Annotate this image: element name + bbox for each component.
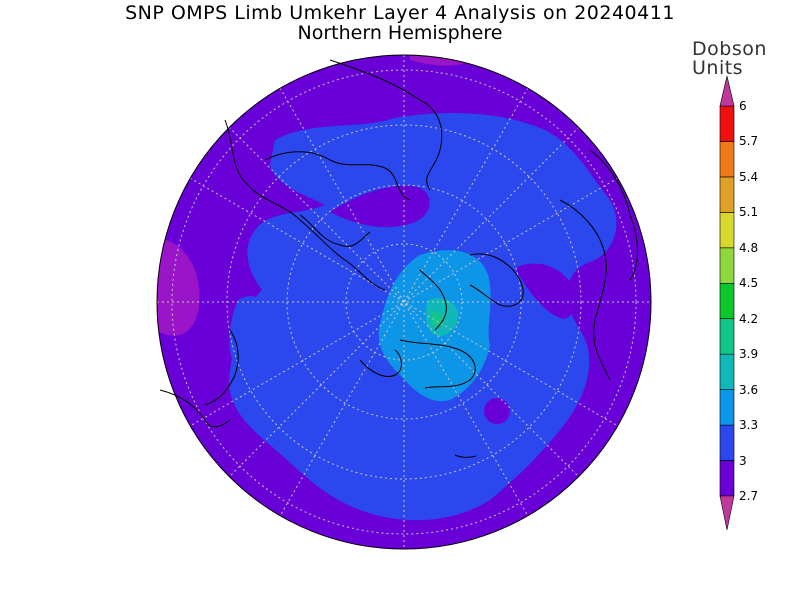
colorbar-tick-label: 2.7 bbox=[739, 489, 759, 503]
colorbar-tick-label: 4.8 bbox=[739, 240, 759, 255]
colorbar-bin bbox=[719, 247, 735, 284]
colorbar-tick-label: 3.3 bbox=[739, 418, 759, 433]
field-patch-low bbox=[515, 263, 576, 319]
colorbar-bin bbox=[719, 424, 735, 461]
colorbar-bin bbox=[719, 176, 735, 213]
colorbar-bin bbox=[719, 212, 735, 249]
graticule bbox=[157, 55, 651, 549]
colorbar-units-line2: Units bbox=[692, 57, 744, 79]
field-patch-lowest bbox=[157, 238, 200, 336]
map-border bbox=[156, 54, 652, 550]
field-patch-low bbox=[330, 185, 430, 228]
field-patch-low bbox=[484, 398, 510, 424]
colorbar-tick-label: 4.5 bbox=[739, 276, 759, 291]
colorbar-tick-label: 4.2 bbox=[739, 311, 759, 326]
coastline bbox=[359, 349, 402, 377]
latitude-circle bbox=[171, 69, 637, 535]
coastline bbox=[264, 151, 411, 201]
coastlines bbox=[159, 59, 638, 458]
field-level-mid bbox=[229, 296, 268, 371]
colorbar-bin bbox=[719, 282, 735, 320]
coastline bbox=[224, 119, 386, 291]
coastline bbox=[299, 214, 371, 247]
coastline bbox=[329, 59, 443, 191]
map-subtitle: Northern Hemisphere bbox=[297, 22, 503, 44]
ozone-field bbox=[157, 55, 651, 549]
colorbar bbox=[719, 75, 735, 531]
colorbar-under-arrow bbox=[719, 495, 735, 531]
colorbar-tick-label: 6 bbox=[739, 99, 747, 113]
coastline bbox=[559, 199, 611, 381]
colorbar-tick-label: 5.4 bbox=[739, 169, 759, 184]
coastline bbox=[454, 454, 477, 458]
coastline bbox=[469, 253, 524, 307]
field-level-max bbox=[432, 311, 444, 327]
colorbar-tick-label: 3.6 bbox=[739, 382, 759, 397]
colorbar-bin bbox=[719, 460, 735, 497]
colorbar-over-arrow bbox=[719, 75, 735, 107]
colorbar-bin bbox=[719, 141, 735, 178]
coastline bbox=[589, 149, 638, 281]
colorbar-units-line1: Dobson bbox=[692, 38, 767, 60]
map-title: SNP OMPS Limb Umkehr Layer 4 Analysis on… bbox=[125, 2, 675, 24]
colorbar-bin bbox=[719, 105, 735, 142]
coastline bbox=[204, 329, 239, 406]
coastline bbox=[159, 389, 231, 428]
colorbar-bin bbox=[719, 318, 735, 355]
coastline bbox=[419, 269, 447, 331]
coastline bbox=[399, 339, 476, 389]
colorbar-bin bbox=[719, 389, 735, 426]
colorbar-bin bbox=[719, 353, 735, 390]
colorbar-tick-label: 3 bbox=[739, 453, 747, 468]
colorbar-tick-label: 5.7 bbox=[739, 134, 759, 149]
colorbar-tick-label: 3.9 bbox=[739, 347, 759, 362]
colorbar-tick-label: 5.1 bbox=[739, 205, 759, 220]
